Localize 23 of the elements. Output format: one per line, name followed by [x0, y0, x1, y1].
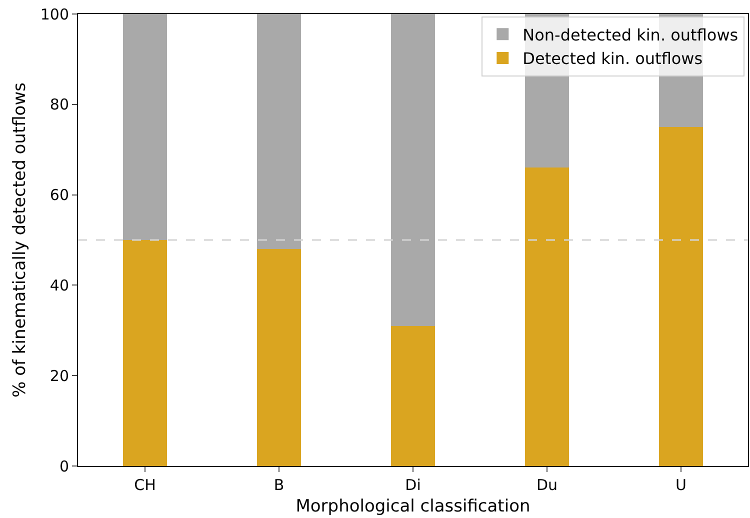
bar: [122, 240, 168, 466]
y-tick-label: 100: [40, 5, 69, 24]
y-tick-label: 0: [59, 457, 69, 476]
legend-label: Detected kin. outflows: [522, 49, 703, 68]
bar: [390, 14, 436, 326]
bar: [122, 14, 168, 240]
bar: [390, 326, 436, 466]
bar: [524, 168, 570, 466]
x-tick-label: Du: [536, 476, 558, 494]
x-tick-label: B: [274, 476, 284, 494]
y-tick-label: 40: [50, 276, 69, 294]
y-tick-label: 80: [50, 96, 69, 114]
x-tick-label: CH: [134, 476, 156, 494]
y-tick-label: 20: [50, 366, 69, 385]
x-axis-title: Morphological classification: [296, 496, 530, 516]
x-tick-label: U: [676, 476, 686, 494]
bar: [256, 14, 302, 250]
y-axis-title: % of kinematically detected outflows: [10, 82, 30, 398]
legend-label: Non-detected kin. outflows: [522, 25, 738, 44]
x-tick-label: Di: [405, 476, 421, 494]
bar: [256, 249, 302, 466]
bar: [658, 127, 704, 466]
y-tick-label: 60: [50, 186, 69, 204]
